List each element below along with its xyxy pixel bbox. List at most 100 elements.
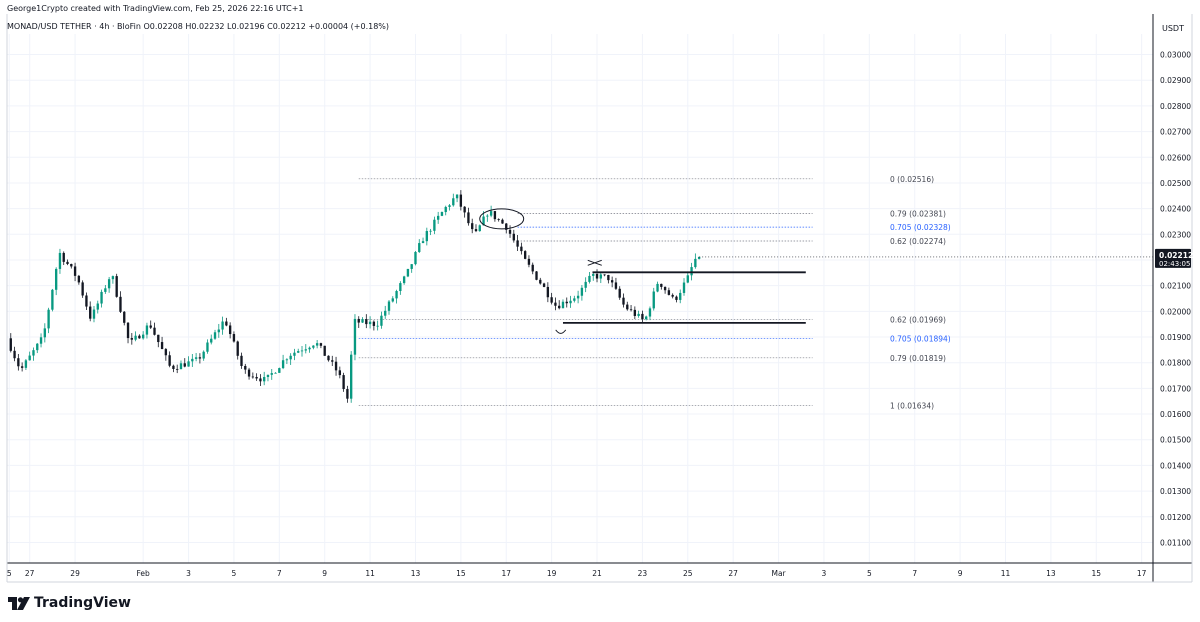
candle-body (228, 325, 232, 335)
candle-body (160, 342, 164, 350)
time-axis-label: Feb (137, 569, 151, 578)
candle-body (376, 325, 379, 327)
price-axis-label: 0.01200 (1160, 513, 1191, 522)
fib-level-label: 0.79 (0.02381) (890, 210, 946, 219)
candle-body (633, 309, 637, 316)
candle-body (365, 319, 368, 325)
symbol-ohlc-legend[interactable]: MONAD/USD TETHER · 4h · BloFin O0.02208 … (7, 22, 390, 31)
candle-body (278, 368, 281, 373)
candle-body (236, 341, 239, 356)
candle-body (255, 376, 258, 379)
candle-body (281, 360, 285, 369)
candle-body (81, 282, 84, 296)
candle-body (164, 349, 168, 356)
time-axis-label: 7 (912, 569, 917, 578)
fib-level-label: 0.79 (0.01819) (890, 354, 946, 363)
candle-body (493, 211, 497, 220)
candle-body (350, 354, 353, 399)
axes[interactable]: USDT 0.03000 0.02900 0.02800 0.02700 0.02600 0… (6, 14, 1193, 583)
candle-body (149, 325, 152, 328)
candle-body (440, 212, 444, 216)
candle-body (111, 276, 115, 280)
ellipse-drawing[interactable] (479, 208, 525, 230)
last-price-value: 0.02212 (1159, 251, 1193, 260)
candle-body (637, 313, 640, 316)
candle-body (425, 231, 428, 242)
candle-body (213, 332, 217, 339)
cross-mark-drawing[interactable] (587, 259, 602, 266)
candle-body (361, 319, 364, 323)
drawings[interactable] (479, 208, 806, 334)
smile-mark-drawing[interactable] (555, 329, 567, 334)
candle-body (342, 375, 345, 390)
candle-body (501, 219, 504, 224)
candle-body (671, 294, 674, 297)
candle-body (569, 300, 572, 304)
price-axis-label: 0.02000 (1160, 307, 1191, 316)
candle-body (399, 283, 402, 292)
candle-body (489, 211, 493, 216)
candle-body (206, 342, 209, 352)
candle-body (331, 360, 334, 362)
time-axis-label: 13 (411, 569, 421, 578)
candle-body (656, 283, 659, 292)
time-axis-label: 11 (1001, 569, 1011, 578)
candle-body (607, 274, 610, 281)
candle-body (610, 280, 614, 283)
candle-body (686, 275, 689, 283)
time-axis-label: 23 (638, 569, 648, 578)
candle-body (629, 309, 633, 311)
candle-body (357, 318, 360, 323)
candle-body (576, 295, 580, 299)
candle-body (372, 321, 376, 326)
price-axis-label: 0.02900 (1160, 76, 1191, 85)
candle-body (289, 355, 292, 360)
candle-body (138, 335, 141, 339)
candle-body (455, 194, 459, 199)
candle-body (172, 365, 175, 369)
candle-body (531, 264, 534, 272)
fib-level-label: 0 (0.02516) (890, 175, 934, 184)
candle-body (259, 378, 262, 382)
candle-body (134, 335, 137, 340)
price-axis-label: 0.02800 (1160, 102, 1191, 111)
tradingview-wordmark: TradingView (34, 595, 131, 611)
candle-body (535, 271, 538, 280)
fib-retracement[interactable]: 0 (0.02516) 0.79 (0.02381) 0.705 (0.02328)… (358, 175, 951, 410)
candle-body (618, 288, 621, 298)
candle-body (198, 357, 202, 359)
time-axis-label: 15 (456, 569, 466, 578)
candle-body (85, 295, 88, 307)
candle-body (145, 325, 149, 335)
candle-body (679, 292, 682, 300)
price-axis-label: 0.01300 (1160, 487, 1191, 496)
candle-body (168, 355, 171, 366)
candle-body (24, 360, 28, 368)
candle-body (96, 303, 99, 310)
candle-body (418, 243, 421, 252)
candle-body (452, 198, 455, 206)
candle-body (70, 263, 73, 267)
price-axis-label: 0.01600 (1160, 410, 1191, 419)
candle-body (682, 282, 686, 293)
candle-body (580, 287, 584, 296)
candle-body (463, 206, 466, 213)
candle-body (334, 361, 338, 371)
candle-body (614, 282, 618, 289)
time-axis-label: 5 (867, 569, 872, 578)
candle-body (312, 345, 315, 348)
time-axis-label: 19 (547, 569, 557, 578)
time-axis-label: 27 (25, 569, 35, 578)
tradingview-logo[interactable]: TradingView (8, 595, 131, 611)
last-price-tag[interactable] (1155, 248, 1191, 268)
candle-body (421, 241, 425, 244)
candle-body (523, 251, 527, 259)
candle-body (667, 290, 671, 295)
candle-body (410, 264, 413, 269)
candle-body (47, 309, 50, 329)
time-axis-label: 25 (683, 569, 693, 578)
candle-body (645, 316, 648, 320)
candle-body (497, 219, 500, 220)
candle-body (179, 363, 183, 370)
